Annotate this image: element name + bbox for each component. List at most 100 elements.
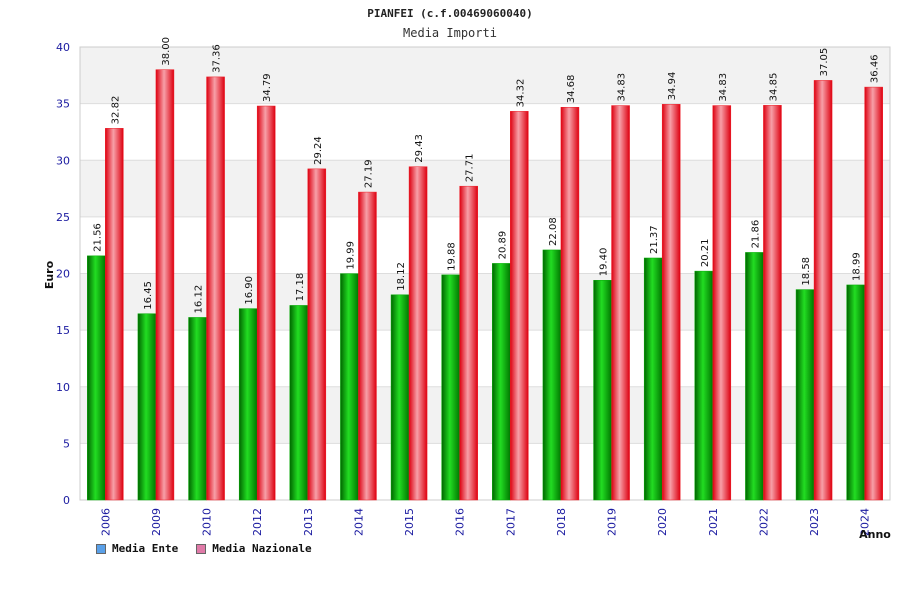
y-tick-label: 40 [56, 41, 70, 54]
data-label-nazionale: 36.46 [870, 54, 881, 83]
bar-ente [846, 284, 865, 501]
data-label-ente: 20.21 [700, 238, 711, 267]
data-label-ente: 21.86 [750, 220, 761, 249]
x-tick-label: 2015 [403, 508, 416, 536]
x-tick-label: 2006 [99, 508, 112, 536]
data-label-nazionale: 37.05 [819, 48, 830, 77]
data-label-ente: 19.40 [599, 248, 610, 277]
y-tick-label: 30 [56, 154, 70, 167]
bars: 21.56 32.82 16.45 38.00 16.12 37.36 16.90 34.79… [87, 37, 883, 501]
bar-nazionale [105, 128, 124, 501]
bar-nazionale [510, 111, 529, 501]
x-tick-label: 2018 [555, 508, 568, 536]
x-tick-label: 2020 [656, 508, 669, 536]
data-label-ente: 21.56 [92, 223, 103, 252]
data-label-ente: 17.18 [295, 273, 306, 302]
data-label-ente: 16.45 [143, 281, 154, 310]
x-tick-label: 2023 [808, 508, 821, 536]
bar-ente [441, 274, 460, 501]
y-axis-label: Euro [43, 260, 56, 289]
x-tick-label: 2021 [707, 508, 720, 536]
bar-ente [137, 313, 157, 501]
bar-ente [492, 263, 511, 501]
y-tick-label: 20 [56, 268, 70, 281]
x-tick-label: 2010 [201, 508, 214, 536]
bar-ente [643, 257, 663, 501]
data-label-ente: 18.58 [801, 257, 812, 286]
bar-ente [87, 255, 106, 501]
y-tick-label: 0 [63, 494, 70, 507]
x-tick-label: 2019 [606, 508, 619, 536]
data-label-ente: 18.99 [852, 252, 863, 281]
legend-label-nazionale: Media Nazionale [212, 542, 312, 555]
data-label-nazionale: 29.43 [414, 134, 425, 163]
legend-item-ente: Media Ente [96, 542, 178, 555]
data-label-nazionale: 34.85 [768, 73, 779, 102]
y-tick-label: 15 [56, 324, 70, 337]
x-tick-label: 2016 [454, 508, 467, 536]
data-label-nazionale: 34.94 [667, 72, 678, 101]
data-label-ente: 16.12 [194, 285, 205, 314]
y-axis-ticks: 0 5 10 15 20 25 30 35 40 [56, 41, 70, 507]
bar-nazionale [864, 86, 883, 501]
data-label-ente: 16.90 [244, 276, 255, 305]
x-tick-label: 2014 [352, 508, 365, 536]
y-tick-label: 5 [63, 437, 70, 450]
chart-subtitle: Media Importi [403, 26, 497, 40]
bar-ente [289, 305, 309, 501]
data-label-ente: 22.08 [548, 217, 559, 246]
bar-ente [795, 289, 815, 501]
data-label-nazionale: 38.00 [161, 37, 172, 66]
y-tick-label: 25 [56, 211, 70, 224]
bar-ente [593, 280, 612, 501]
bar-ente [390, 294, 410, 501]
bar-ente [745, 252, 764, 501]
y-tick-label: 10 [56, 381, 70, 394]
data-label-ente: 20.89 [497, 231, 508, 260]
data-label-nazionale: 27.19 [363, 159, 374, 188]
bar-nazionale [763, 105, 782, 501]
data-label-nazionale: 37.36 [212, 44, 223, 73]
bar-ente [238, 308, 258, 501]
data-label-nazionale: 34.68 [566, 75, 577, 104]
data-label-nazionale: 34.32 [515, 79, 526, 108]
bar-ente [694, 270, 714, 501]
bar-nazionale [611, 105, 630, 501]
data-label-nazionale: 29.24 [313, 136, 324, 165]
data-label-nazionale: 27.71 [465, 154, 476, 183]
bar-ente [542, 249, 562, 501]
data-label-ente: 19.99 [345, 241, 356, 270]
bar-ente [340, 273, 359, 501]
bar-nazionale [560, 106, 580, 501]
plot-frame [79, 46, 891, 501]
bar-nazionale [408, 166, 428, 501]
bar-nazionale [712, 105, 732, 501]
bar-nazionale [661, 104, 681, 501]
legend: Media Ente Media Nazionale [96, 542, 312, 555]
bar-nazionale [813, 80, 833, 501]
data-label-ente: 21.37 [649, 225, 660, 254]
x-tick-label: 2013 [302, 508, 315, 536]
x-axis-ticks: 2006 2009 2010 2012 2013 2014 2015 2016 2017 2018… [99, 508, 871, 536]
bar-nazionale [155, 69, 175, 501]
bar-nazionale [459, 185, 478, 501]
data-label-nazionale: 34.79 [262, 73, 273, 102]
data-label-ente: 19.88 [447, 242, 458, 271]
legend-item-nazionale: Media Nazionale [196, 542, 312, 555]
x-axis-label: Anno [859, 528, 891, 541]
y-tick-label: 35 [56, 98, 70, 111]
legend-label-ente: Media Ente [112, 542, 179, 555]
bar-ente [188, 317, 207, 501]
data-label-ente: 18.12 [396, 262, 407, 291]
x-tick-label: 2022 [757, 508, 770, 536]
bar-nazionale [358, 191, 377, 501]
chart-title: PIANFEI (c.f.00469060040) [367, 7, 533, 20]
x-tick-label: 2009 [150, 508, 163, 536]
data-label-nazionale: 34.83 [718, 73, 729, 102]
bar-nazionale [206, 76, 225, 501]
bar-nazionale [307, 168, 327, 501]
legend-swatch-ente [96, 543, 106, 554]
data-label-nazionale: 34.83 [617, 73, 628, 102]
bar-nazionale [256, 105, 276, 501]
